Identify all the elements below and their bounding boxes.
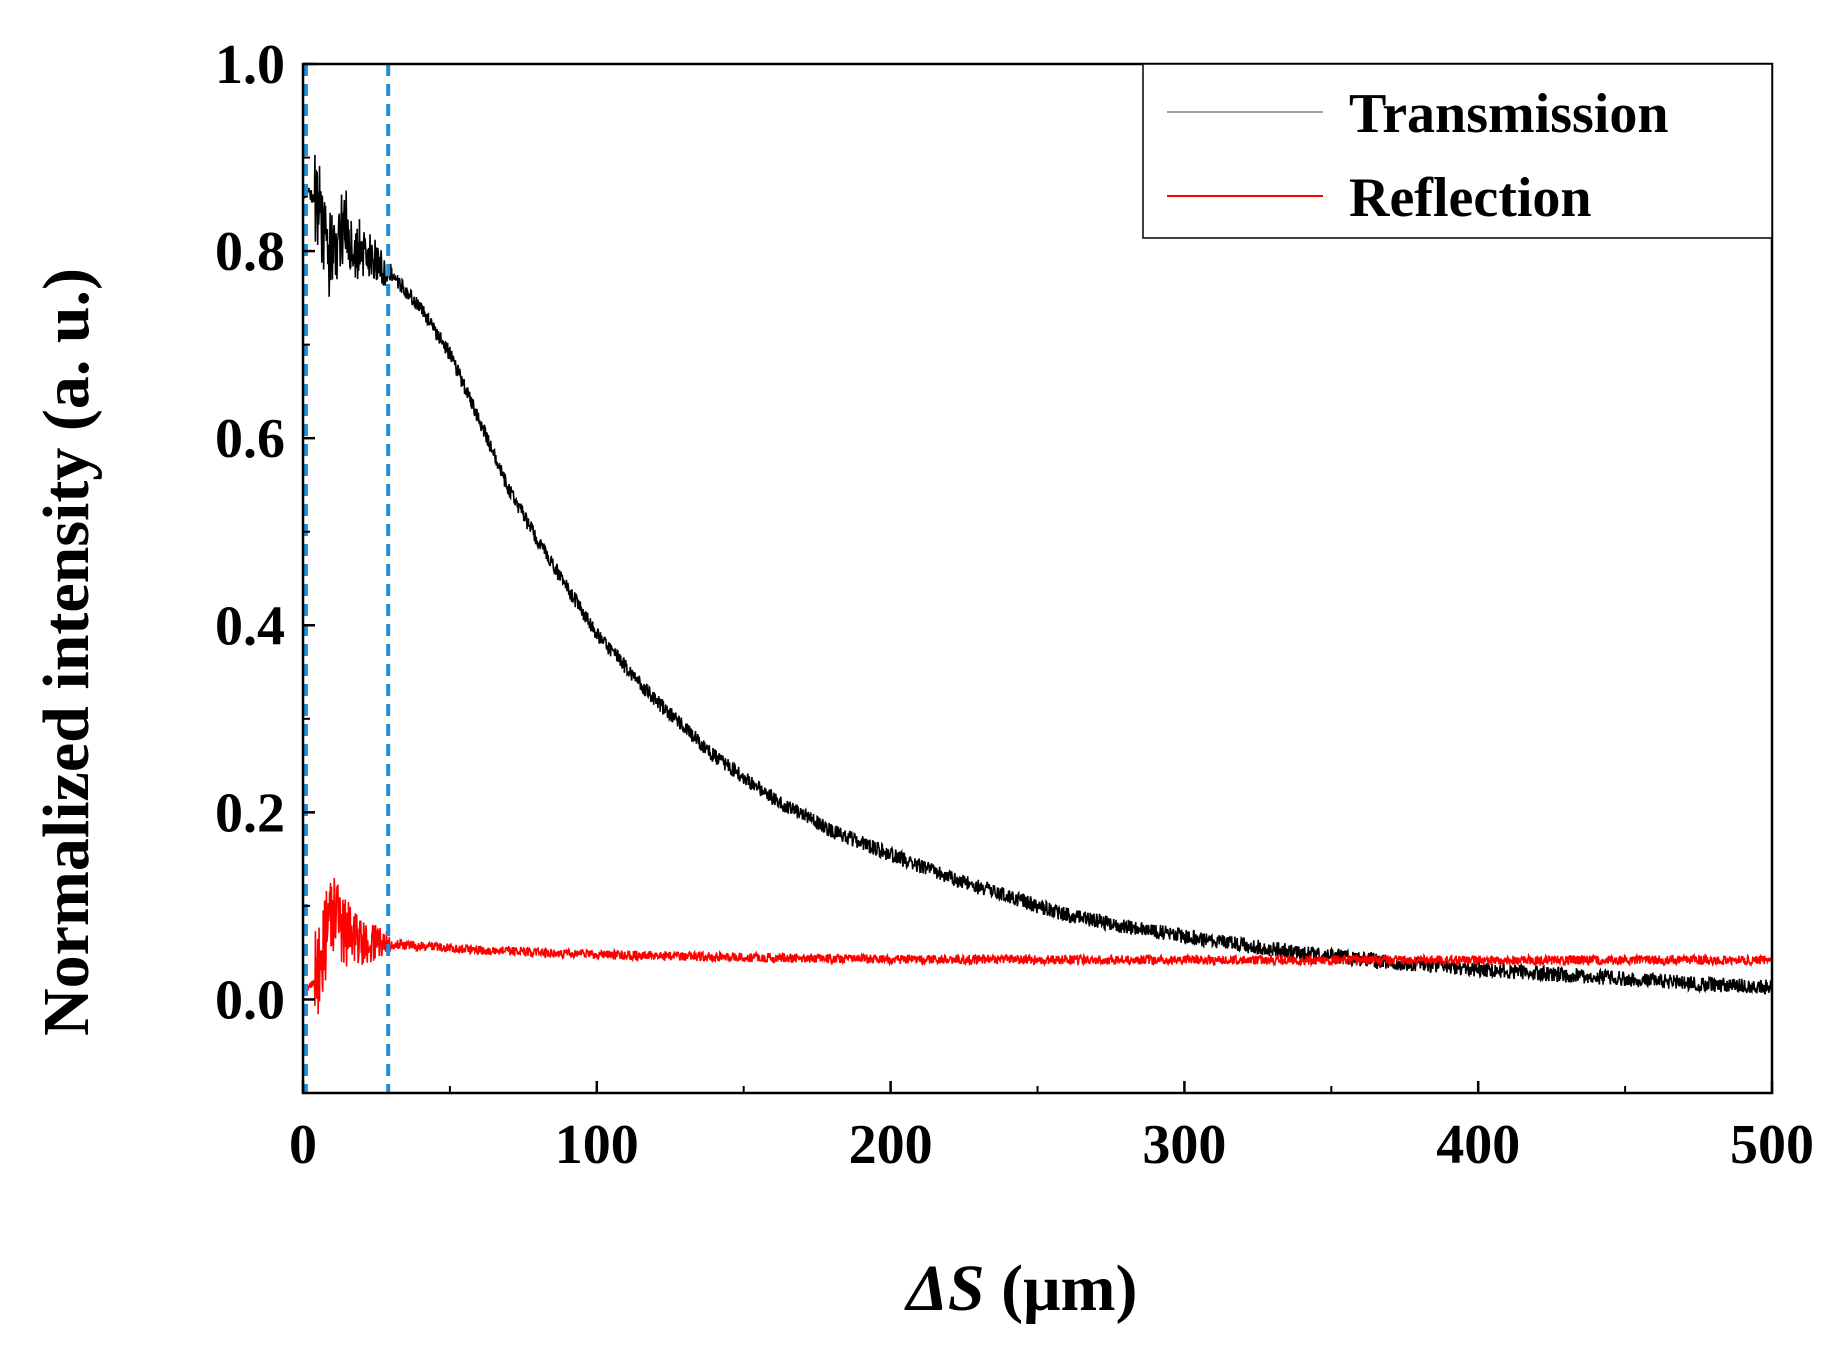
x-axis-symbol: ΔS <box>904 1252 985 1325</box>
y-tick-label: 1.0 <box>215 34 285 96</box>
axes: 0 100 200 300 400 500 0.0 0.2 0.4 0.6 0.8 1.0 <box>215 34 1814 1176</box>
x-tick-label: 200 <box>849 1114 933 1176</box>
x-tick-label: 500 <box>1730 1114 1814 1176</box>
x-tick-label: 100 <box>555 1114 639 1176</box>
y-tick-label: 0.4 <box>215 595 285 657</box>
legend-box <box>1142 63 1773 239</box>
y-axis-title: Normalized intensity (a. u.) <box>30 268 103 1036</box>
series-line-transmission <box>303 154 1772 995</box>
x-tick-label: 0 <box>289 1114 317 1176</box>
legend-label-reflection: Reflection <box>1349 167 1592 229</box>
y-tick-label: 0.6 <box>215 408 285 470</box>
x-tick-label: 300 <box>1142 1114 1226 1176</box>
y-tick-label: 0.2 <box>215 782 285 844</box>
x-axis-title: ΔS (μm) <box>904 1252 1138 1325</box>
x-axis-unit: (μm) <box>985 1252 1138 1325</box>
plot-area <box>303 64 1772 1093</box>
series-line-reflection <box>303 878 1772 1015</box>
x-tick-label: 400 <box>1436 1114 1520 1176</box>
y-tick-label: 0.8 <box>215 221 285 283</box>
y-tick-label: 0.0 <box>215 969 285 1031</box>
legend: Transmission Reflection <box>1142 63 1773 239</box>
legend-label-transmission: Transmission <box>1349 83 1668 145</box>
